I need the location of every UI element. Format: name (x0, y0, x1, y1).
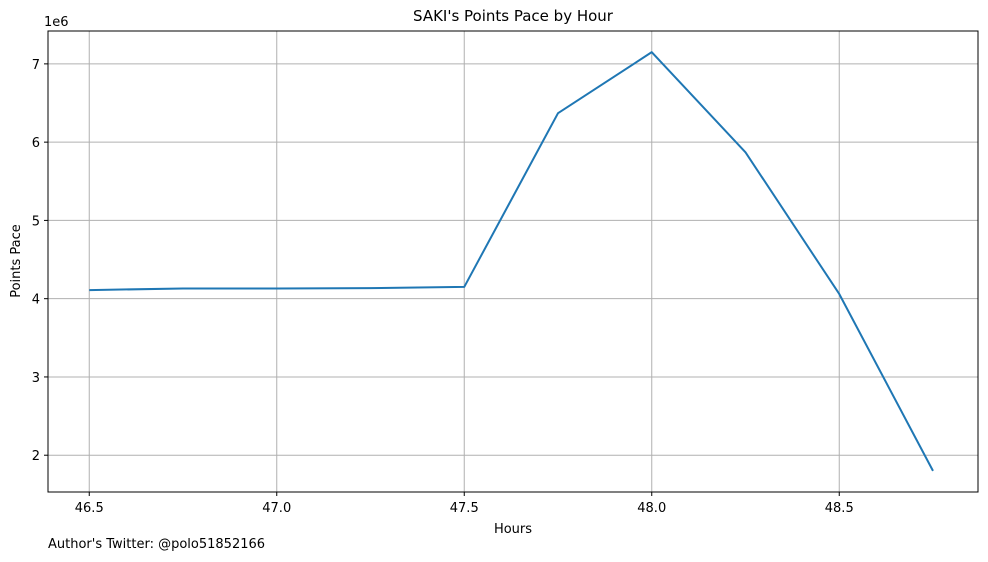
x-tick-label: 48.5 (825, 501, 854, 516)
x-tick-label: 47.0 (262, 501, 291, 516)
y-axis-multiplier: 1e6 (44, 15, 69, 30)
y-tick-label: 7 (32, 58, 40, 73)
grid-lines (48, 31, 978, 492)
x-tick-label: 47.5 (450, 501, 479, 516)
y-axis-label: Points Pace (9, 224, 24, 298)
plot-frame (47, 30, 979, 493)
y-tick-label: 5 (32, 214, 40, 229)
plot-area (48, 31, 978, 492)
x-tick-label: 48.0 (637, 501, 666, 516)
author-note: Author's Twitter: @polo51852166 (48, 537, 266, 552)
chart-title: SAKI's Points Pace by Hour (413, 7, 614, 25)
x-axis-label: Hours (494, 522, 532, 537)
y-axis: 2 3 4 5 6 7 (32, 58, 48, 464)
x-axis: 46.5 47.0 47.5 48.0 48.5 (75, 492, 854, 516)
series-line (89, 51, 934, 472)
series-layer (89, 51, 934, 472)
y-tick-label: 6 (32, 136, 40, 151)
y-tick-label: 3 (32, 371, 40, 386)
x-tick-label: 46.5 (75, 501, 104, 516)
y-tick-label: 2 (32, 449, 40, 464)
y-tick-label: 4 (32, 293, 40, 308)
